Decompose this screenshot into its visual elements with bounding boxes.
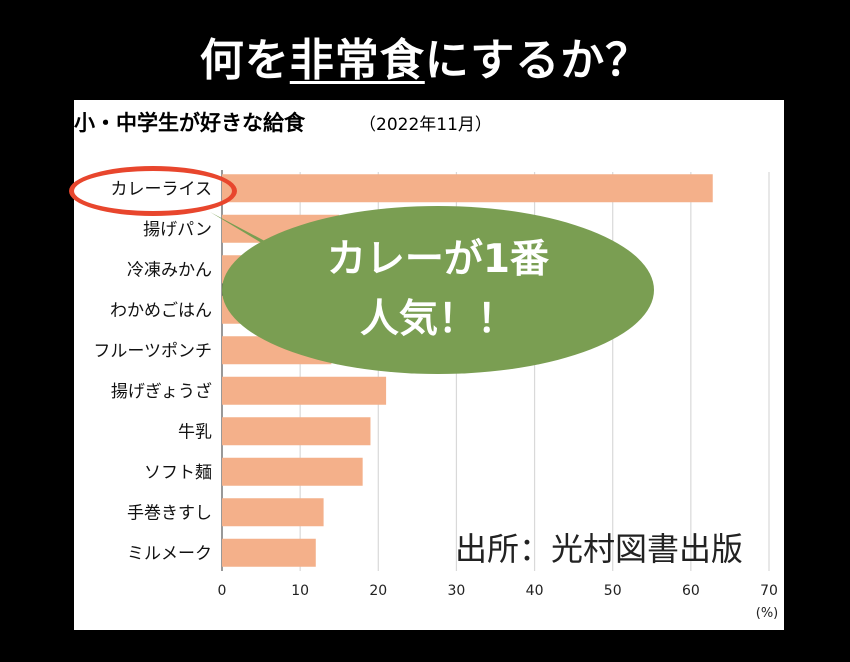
category-label: 揚げぎょうざ (111, 381, 212, 402)
x-tick-label: 10 (291, 583, 309, 599)
bar (222, 457, 363, 486)
category-label: 牛乳 (178, 422, 212, 442)
x-tick-label: 60 (682, 583, 700, 599)
slide-title: 何を非常食にするか？ (0, 24, 850, 88)
title-pre: 何を (199, 35, 290, 86)
chart-panel: 小・中学生が好きな給食 （2022年11月） 0 10 20 30 40 50 60 70 (%) カ… (74, 100, 784, 630)
x-tick-label: 50 (604, 583, 622, 599)
category-label: 冷凍みかん (127, 260, 212, 280)
callout-line-2: 人気！！ (359, 297, 516, 342)
source-note: 出所：光村図書出版 (455, 530, 744, 568)
category-label: わかめごはん (110, 301, 212, 321)
bar (222, 498, 324, 527)
x-tick-label: 40 (526, 583, 544, 599)
chart-subtitle: （2022年11月） (359, 115, 492, 135)
category-label: 手巻きすし (127, 503, 212, 523)
highlight-ellipse (69, 166, 237, 216)
title-post: にするか？ (424, 35, 651, 86)
chart-title: 小・中学生が好きな給食 (74, 111, 306, 135)
x-tick-label: 0 (218, 583, 227, 599)
category-label: フルーツポンチ (93, 341, 212, 361)
bar (222, 417, 371, 446)
callout-text: カレーが1番 人気！！ (218, 230, 658, 350)
category-label: ソフト麺 (144, 463, 212, 483)
category-label: 揚げパン (143, 220, 212, 240)
title-underlined: 非常食 (289, 35, 425, 86)
bar (222, 376, 387, 405)
category-label: ミルメーク (127, 544, 212, 564)
unit-label: (%) (756, 606, 779, 621)
callout-line-1: カレーが1番 (326, 237, 550, 282)
x-tick-label: 70 (760, 583, 778, 599)
x-tick-label: 30 (448, 583, 466, 599)
bar (222, 174, 713, 203)
bar (222, 538, 316, 567)
x-tick-label: 20 (369, 583, 387, 599)
